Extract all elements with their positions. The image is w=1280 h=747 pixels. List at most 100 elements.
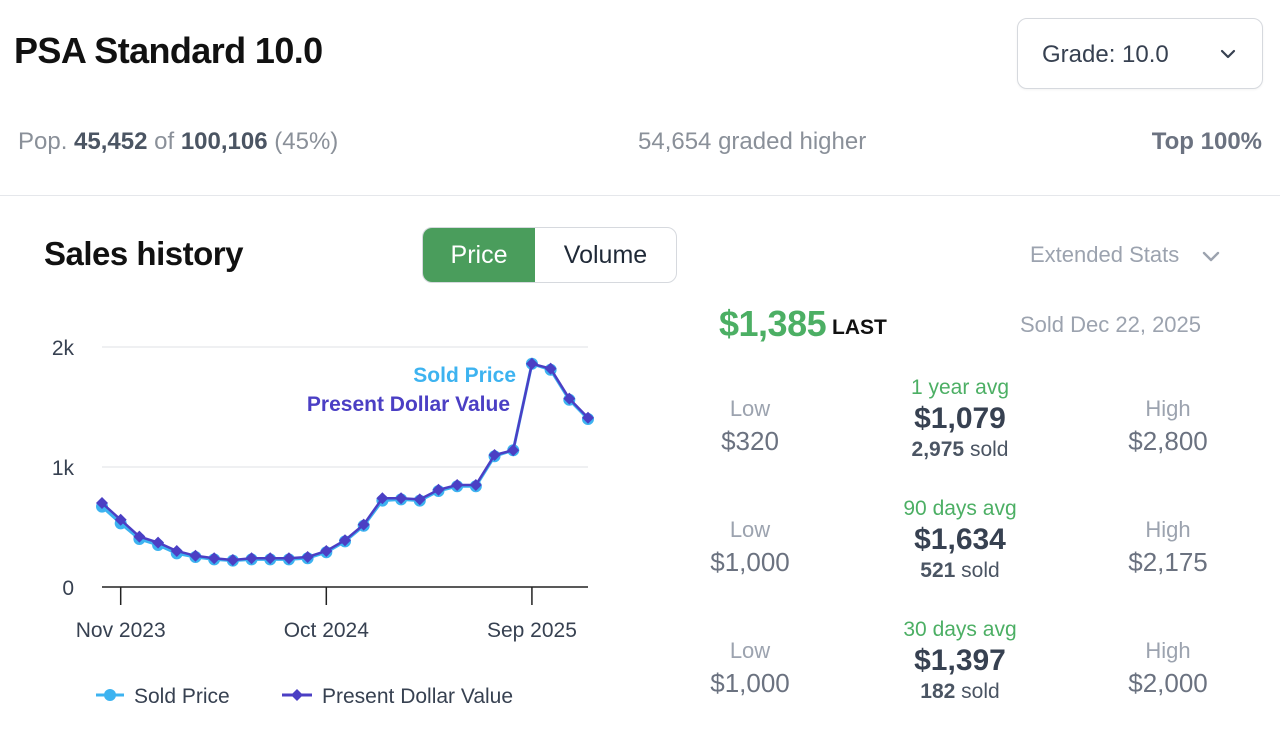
present-value-point <box>563 392 576 405</box>
section-divider <box>0 195 1280 196</box>
population-percent: (45%) <box>274 128 339 155</box>
stat-avg-value: $1,634 <box>914 523 1006 556</box>
stat-average: 1 year avg $1,079 2,975 sold <box>860 376 1060 462</box>
present-value-point <box>488 449 501 461</box>
present-value-point <box>432 483 445 496</box>
extended-stats-toggle[interactable]: Extended Stats <box>1030 242 1180 267</box>
chevron-down-icon[interactable] <box>1200 245 1222 267</box>
present-value-point <box>357 518 370 531</box>
stat-sold-word: sold <box>961 559 1000 582</box>
stat-sold-count: 2,975 sold <box>860 438 1060 462</box>
stat-avg-value: $1,079 <box>914 402 1006 435</box>
x-tick-label: Oct 2024 <box>284 619 370 642</box>
chart-mode-toggle: Price Volume <box>422 227 677 283</box>
present-value-point <box>395 492 408 505</box>
present-value-point <box>264 552 277 565</box>
stat-high: High $2,175 <box>1098 517 1238 578</box>
last-sale-label: LAST <box>832 316 887 339</box>
legend-label-present-value: Present Dollar Value <box>322 685 513 708</box>
present-value-point <box>189 549 202 562</box>
stat-high: High $2,000 <box>1098 638 1238 699</box>
last-sale-price: $1,385 <box>719 303 827 344</box>
stat-high-value: $2,800 <box>1128 426 1208 456</box>
stat-low-value: $1,000 <box>710 547 790 577</box>
legend-marker-present-value <box>291 689 303 701</box>
sales-history-title: Sales history <box>44 235 243 272</box>
present-value-point <box>170 545 183 557</box>
stats-row-1-year: Low $320 1 year avg $1,079 2,975 sold Hi… <box>690 376 1250 486</box>
stat-high-label: High <box>1145 517 1191 542</box>
present-value-point <box>208 552 221 565</box>
page-title: PSA Standard 10.0 <box>14 30 323 71</box>
y-tick-label: 2k <box>52 337 75 360</box>
present-value-point <box>320 545 333 557</box>
stat-sold-number: 521 <box>920 559 956 582</box>
stat-high-label: High <box>1145 638 1191 663</box>
present-value-point <box>525 357 538 370</box>
stat-avg-label: 30 days avg <box>903 618 1017 641</box>
tab-volume[interactable]: Volume <box>563 240 648 269</box>
stat-low: Low $320 <box>680 396 820 457</box>
stat-sold-word: sold <box>961 680 1000 703</box>
series-annotation: Sold Price <box>413 364 516 387</box>
present-value-point <box>507 444 520 457</box>
graded-higher: 54,654 graded higher <box>638 128 867 155</box>
population-prefix: Pop. <box>18 128 68 155</box>
population-row: Pop. 45,452 of 100,106 (45%) 54,654 grad… <box>0 124 1280 160</box>
present-value-point <box>152 536 165 549</box>
present-value-point <box>376 492 389 505</box>
present-value-point <box>226 554 239 566</box>
grade-select[interactable]: Grade: 10.0 <box>1017 18 1263 89</box>
x-tick-label: Nov 2023 <box>76 619 166 642</box>
last-sale-date: Sold Dec 22, 2025 <box>1020 312 1202 337</box>
present-value-point <box>133 530 146 543</box>
stat-avg-label: 1 year avg <box>910 376 1010 399</box>
present-value-point <box>582 411 594 424</box>
present-value-point <box>96 497 108 509</box>
stats-row-30-days: Low $1,000 30 days avg $1,397 182 sold H… <box>690 618 1250 728</box>
x-tick-label: Sep 2025 <box>487 619 577 642</box>
stat-avg-label: 90 days avg <box>903 497 1017 520</box>
stat-high-label: High <box>1145 396 1191 421</box>
population-summary: Pop. 45,452 of 100,106 (45%) <box>18 128 338 156</box>
chevron-down-icon <box>1220 49 1236 59</box>
top-percent: Top 100% <box>1151 128 1262 155</box>
stat-low-value: $1,000 <box>710 668 790 698</box>
stat-high: High $2,800 <box>1098 396 1238 457</box>
stat-average: 90 days avg $1,634 521 sold <box>860 497 1060 583</box>
present-value-point <box>114 513 127 526</box>
y-tick-label: 0 <box>62 577 74 600</box>
stat-low: Low $1,000 <box>680 638 820 699</box>
stat-sold-number: 2,975 <box>911 438 965 461</box>
present-value-point <box>469 479 482 491</box>
present-value-point <box>544 362 557 375</box>
tab-price[interactable]: Price <box>423 228 535 282</box>
stat-low: Low $1,000 <box>680 517 820 578</box>
present-value-point <box>413 493 426 506</box>
stat-low-label: Low <box>729 638 771 663</box>
stat-average: 30 days avg $1,397 182 sold <box>860 618 1060 704</box>
stat-avg-value: $1,397 <box>914 644 1006 677</box>
stat-sold-number: 182 <box>920 680 956 703</box>
legend-marker-sold-price <box>104 689 116 701</box>
stats-row-90-days: Low $1,000 90 days avg $1,634 521 sold H… <box>690 497 1250 607</box>
stat-low-label: Low <box>729 517 771 542</box>
stat-high-value: $2,175 <box>1128 547 1208 577</box>
stat-high-value: $2,000 <box>1128 668 1208 698</box>
present-value-point <box>339 534 351 547</box>
stat-sold-word: sold <box>969 438 1009 461</box>
stat-sold-count: 521 sold <box>860 559 1060 583</box>
population-of: of <box>154 128 175 155</box>
population-count: 45,452 <box>74 128 148 155</box>
stat-sold-count: 182 sold <box>860 680 1060 704</box>
grade-select-label: Grade: 10.0 <box>1042 41 1169 68</box>
population-total: 100,106 <box>180 128 268 155</box>
series-annotation: Present Dollar Value <box>307 393 510 416</box>
present-value-point <box>282 552 295 565</box>
sales-history-chart: 0 1k 2k Nov 2023 Oct 2024 Sep 2025 Sold Price P… <box>52 337 594 708</box>
stat-low-value: $320 <box>721 426 779 456</box>
present-value-point <box>245 552 258 565</box>
y-tick-label: 1k <box>52 457 75 480</box>
present-value-point <box>451 479 464 491</box>
legend-label-sold-price: Sold Price <box>134 685 230 708</box>
